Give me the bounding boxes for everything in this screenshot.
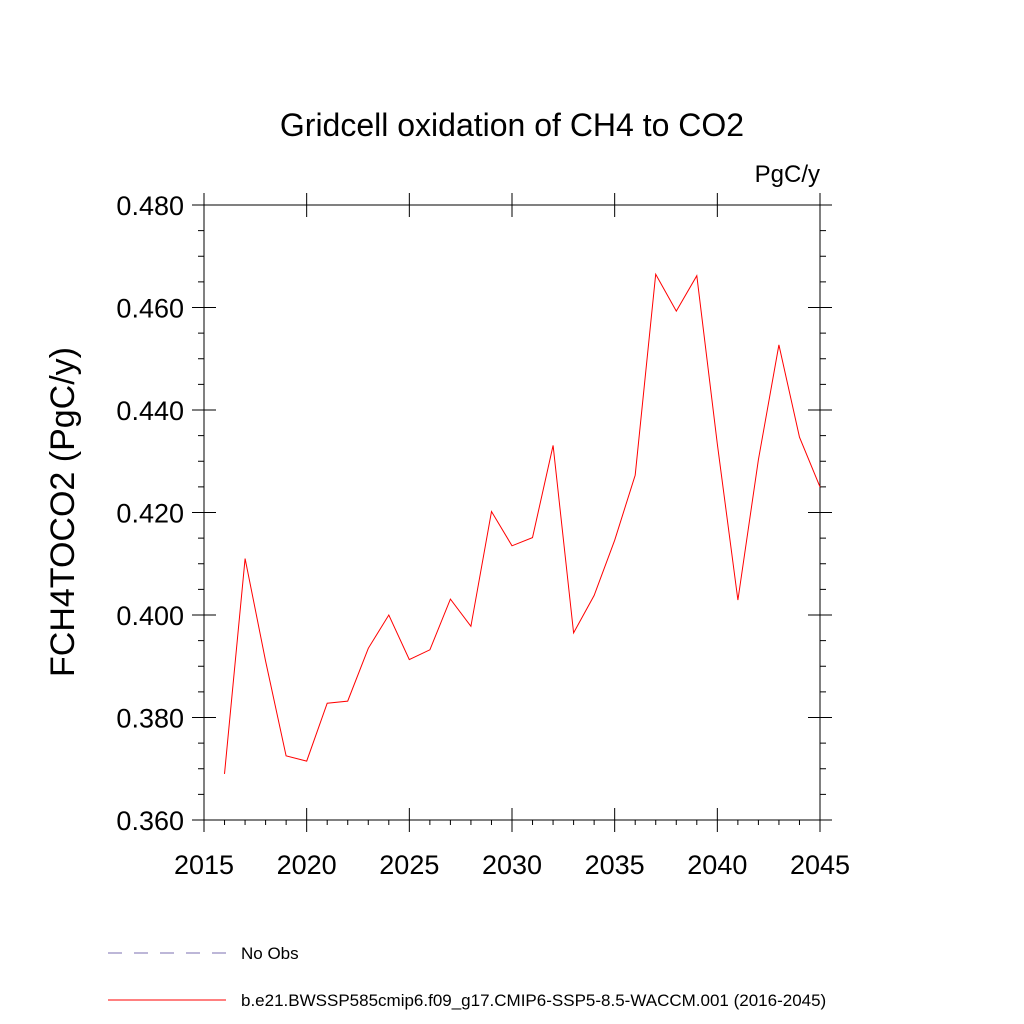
y-tick-label: 0.460 [116, 294, 184, 324]
y-tick-label: 0.380 [116, 704, 184, 734]
y-tick-label: 0.480 [116, 191, 184, 221]
x-tick-label: 2035 [585, 850, 645, 880]
axes [203, 204, 821, 821]
y-tick-label: 0.420 [116, 499, 184, 529]
units-label: PgC/y [755, 161, 820, 188]
y-axis-label: FCH4TOCO2 (PgC/y) [44, 347, 82, 677]
legend: No Obs b.e21.BWSSP585cmip6.f09_g17.CMIP6… [108, 944, 826, 1010]
series-line [224, 272, 821, 774]
x-tick-label: 2025 [379, 850, 439, 880]
y-tick-label: 0.360 [116, 806, 184, 836]
y-tick-label: 0.400 [116, 601, 184, 631]
x-tick-label: 2045 [790, 850, 850, 880]
x-tick-label: 2040 [687, 850, 747, 880]
legend-label-model: b.e21.BWSSP585cmip6.f09_g17.CMIP6-SSP5-8… [241, 991, 826, 1010]
x-tick-label: 2030 [482, 850, 542, 880]
x-axis: 2015 2020 2025 2030 2035 2040 2045 [174, 193, 850, 880]
y-axis: 0.360 0.380 0.400 0.420 0.440 0.460 0.480 [116, 191, 832, 836]
plot-area [224, 272, 821, 774]
plot-frame [203, 204, 821, 821]
chart-title: Gridcell oxidation of CH4 to CO2 [280, 107, 744, 143]
x-tick-label: 2015 [174, 850, 234, 880]
legend-label-no-obs: No Obs [241, 944, 299, 963]
y-tick-label: 0.440 [116, 396, 184, 426]
x-tick-label: 2020 [277, 850, 337, 880]
